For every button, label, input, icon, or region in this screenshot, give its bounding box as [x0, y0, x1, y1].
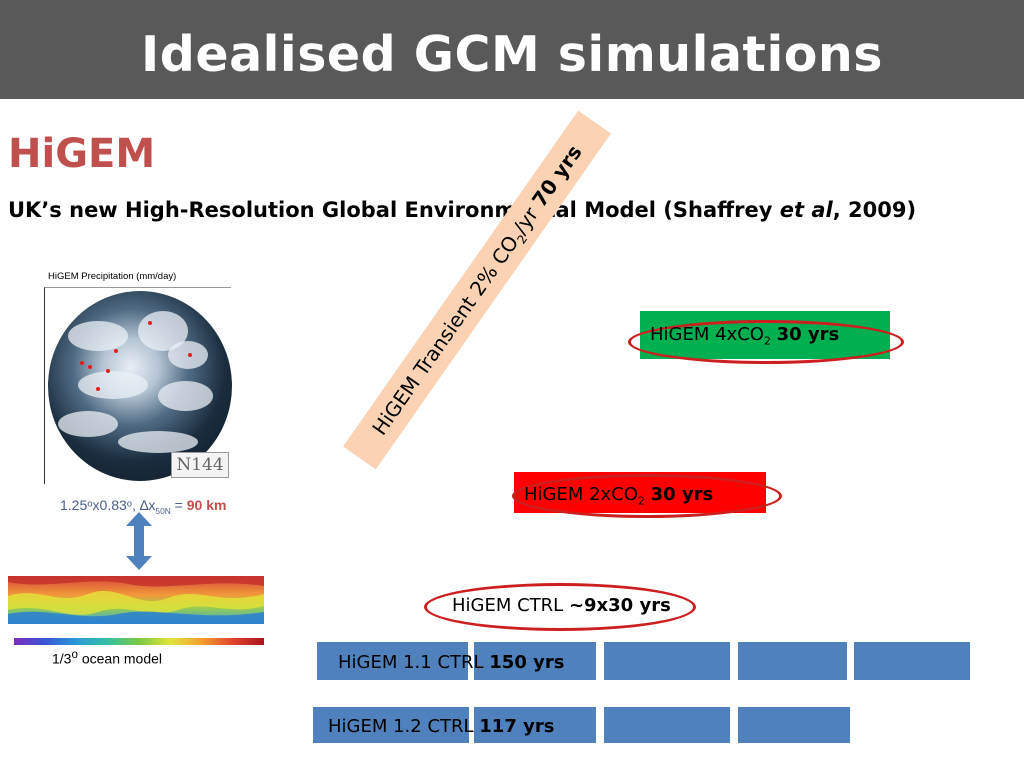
co2x4-subscript: 2	[763, 334, 771, 348]
co2x2-ellipse	[512, 474, 782, 518]
ctrl12-duration: 117 yrs	[479, 716, 555, 737]
grid-label: N144	[171, 452, 229, 478]
co2x2-label: HiGEM 2xCO2 30 yrs	[524, 484, 713, 508]
co2x4-duration: 30 yrs	[776, 324, 840, 345]
title-bar	[0, 0, 1024, 99]
ctrl11-bar-segment	[854, 642, 970, 680]
slide-title: Idealised GCM simulations	[141, 26, 883, 83]
resolution-equals: =	[170, 497, 187, 513]
ctrl12-label: HiGEM 1.2 CTRL 117 yrs	[328, 716, 554, 737]
co2x2-duration: 30 yrs	[650, 484, 714, 505]
co2x4-ellipse	[628, 320, 904, 364]
ctrl12-bar-segment	[738, 707, 850, 743]
resolution-text: 1.25ᵒx0.83ᵒ, ∆x50N = 90 km	[60, 497, 226, 516]
globe-frame	[44, 287, 231, 484]
ocean-model-map	[8, 576, 264, 624]
ctrl11-bar-segment	[317, 642, 468, 680]
ctrl11-bar-segment	[474, 642, 596, 680]
precip-figure-label: HiGEM Precipitation (mm/day)	[48, 271, 177, 282]
resolution-km: 90 km	[186, 497, 227, 513]
ocean-label-degree: o	[71, 648, 78, 661]
co2x2-subscript: 2	[637, 494, 645, 508]
ctrl12-bar-segment	[313, 707, 469, 743]
ctrl11-bar-segment	[604, 642, 730, 680]
ctrl11-duration: 150 yrs	[489, 652, 565, 673]
co2x2-text: HiGEM 2xCO	[524, 484, 638, 505]
resolution-value: 1.25ᵒx0.83ᵒ, ∆x	[60, 497, 156, 513]
ocean-colorbar	[14, 638, 264, 645]
ctrl11-text: HiGEM 1.1 CTRL	[338, 652, 490, 673]
transient-label: HiGEM Transient 2% CO2/yr 70 yrs	[348, 116, 607, 464]
ctrl-ellipse	[424, 583, 696, 631]
ctrl11-label: HiGEM 1.1 CTRL 150 yrs	[338, 652, 564, 673]
double-arrow-icon	[126, 512, 152, 570]
subtitle: UK’s new High-Resolution Global Environm…	[8, 196, 916, 224]
ctrl-duration: ~9x30 yrs	[568, 595, 671, 616]
co2x4-text: HiGEM 4xCO	[650, 324, 764, 345]
ocean-model-label: 1/3o ocean model	[52, 648, 162, 667]
precipitation-globe-image	[48, 291, 232, 481]
ocean-label-fraction: 1/3	[52, 650, 72, 667]
ctrl-label: HiGEM CTRL ~9x30 yrs	[452, 595, 671, 616]
section-heading: HiGEM	[8, 131, 156, 177]
ctrl12-bar-segment	[604, 707, 730, 743]
ctrl12-bar-segment	[474, 707, 596, 743]
ctrl11-bar-segment	[738, 642, 847, 680]
co2x4-label: HiGEM 4xCO2 30 yrs	[650, 324, 839, 348]
transient-text: HiGEM Transient 2% CO	[367, 230, 524, 440]
ctrl12-text: HiGEM 1.2 CTRL	[328, 716, 480, 737]
ctrl-text: HiGEM CTRL	[452, 595, 569, 616]
subtitle-italic: et al	[779, 198, 833, 222]
subtitle-suffix: , 2009)	[832, 198, 917, 222]
subtitle-text: UK’s new High-Resolution Global Environm…	[8, 198, 780, 222]
resolution-subscript: 50N	[155, 505, 171, 516]
ocean-label-text: ocean model	[77, 650, 163, 667]
